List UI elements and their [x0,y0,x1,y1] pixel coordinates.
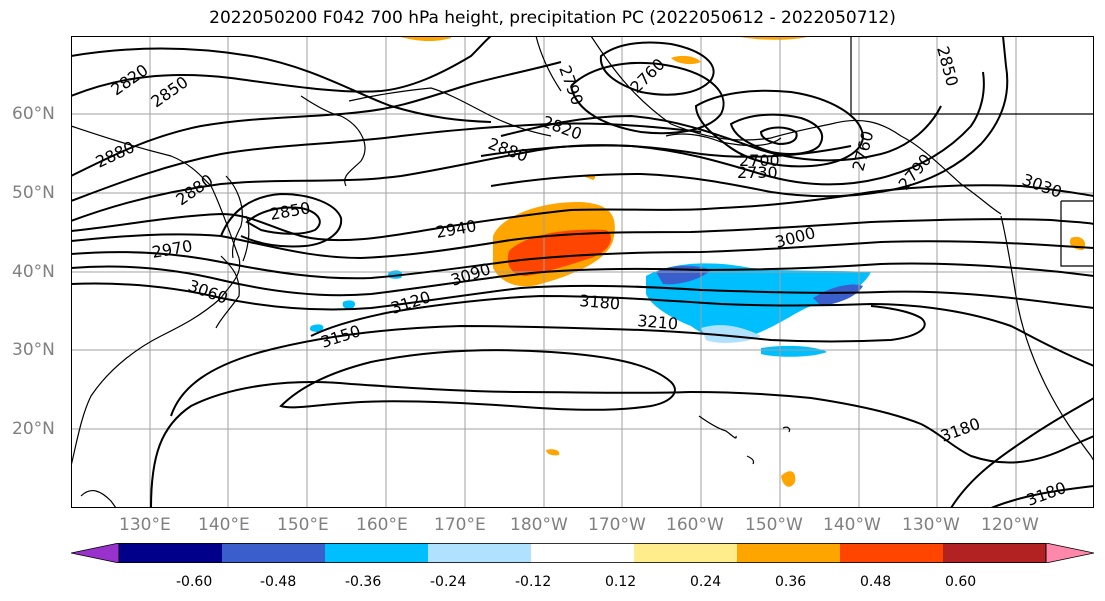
lat-label: 20°N [12,419,55,439]
lon-label: 160°W [666,515,724,535]
colorbar-tick-label: -0.60 [176,574,213,590]
colorbar-extend-low [71,543,120,563]
map-panel: 2820 2850 2880 2880 2850 2970 3060 2940 … [71,36,1094,508]
colorbar-tick-label: 0.48 [860,574,892,590]
lon-label: 170°W [588,515,646,535]
colorbar-segment [428,543,532,563]
precip-small-region [397,36,451,42]
contour-label: 2730 [737,163,778,182]
colorbar-tick-label: 0.36 [775,574,807,590]
colorbar-extend-high [1045,543,1094,563]
precip-negative-region [646,263,871,342]
contour-label: 3180 [579,291,621,313]
lat-label: 30°N [12,340,55,360]
colorbar-segment [222,543,326,563]
lon-label: 150°W [745,515,803,535]
colorbar-tick-label: -0.48 [260,574,297,590]
lat-label: 60°N [12,104,55,124]
colorbar-segment [119,543,223,563]
contour-label: 3210 [637,311,679,333]
precip-shading [309,36,1086,487]
lon-label: 120°W [981,515,1039,535]
colorbar-segment [943,543,1047,563]
coastlines [71,36,1094,508]
height-contours [71,36,1094,508]
precip-small-region [309,324,324,332]
colorbar-tick-label: 0.24 [690,574,722,590]
precip-small-region [781,471,796,487]
lat-label: 40°N [12,262,55,282]
lat-label: 50°N [12,183,55,203]
precip-small-region [342,300,356,309]
colorbar-segment [737,543,841,563]
lon-label: 140°W [823,515,881,535]
precip-negative-region-south [761,345,827,357]
colorbar-tick-label: -0.12 [515,574,552,590]
colorbar-tick-label: -0.36 [345,574,382,590]
colorbar [71,543,1094,563]
precip-small-region [671,55,701,65]
colorbar-segment [840,543,944,563]
colorbar-segment [531,543,635,563]
colorbar-outline [118,543,1047,563]
lon-label: 160°E [356,515,408,535]
contour-label: 2700 [739,151,780,170]
lon-label: 140°E [198,515,250,535]
lon-label: 170°E [434,515,486,535]
lon-label: 130°W [902,515,960,535]
precip-strong-positive-region [507,229,611,276]
colorbar-tick-label: -0.24 [430,574,467,590]
lon-label: 130°E [119,515,171,535]
colorbar-segment [634,543,738,563]
precip-strong-negative-region-east [813,284,863,306]
lon-label: 180°W [510,515,568,535]
lon-label: 150°E [277,515,329,535]
colorbar-tick-label: 0.60 [945,574,977,590]
colorbar-tick-label: 0.12 [605,574,637,590]
precip-small-region [546,449,560,456]
map-title: 2022050200 F042 700 hPa height, precipit… [209,8,896,28]
colorbar-segment [325,543,429,563]
